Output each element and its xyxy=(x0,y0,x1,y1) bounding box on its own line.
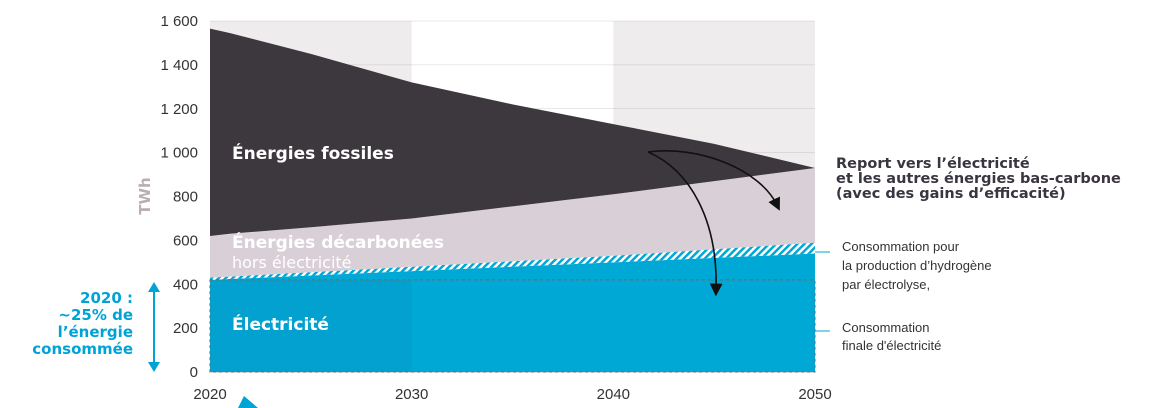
label-decarbonated-line2: hors électricité xyxy=(232,253,352,272)
share-2020-note-line: 2020 : xyxy=(80,289,133,307)
y-tick-label: 1 600 xyxy=(160,13,198,30)
y-axis-title: TWh xyxy=(136,177,154,214)
x-tick-label: 2020 xyxy=(193,386,226,403)
share-2020-note-line: consommée xyxy=(32,340,133,358)
x-tick-label: 2030 xyxy=(395,386,428,403)
report-annotation-line: et les autres énergies bas-carbone xyxy=(836,171,1121,187)
series-labels: Énergies fossiles Énergies décarbonéeshor… xyxy=(232,142,444,335)
share-2020-shade xyxy=(210,279,412,372)
hydrogen-annotation-line: Consommation pour xyxy=(842,239,960,254)
area-series-2 xyxy=(210,167,815,278)
share-2020-note-line: l’énergie xyxy=(58,323,133,341)
y-tick-label: 600 xyxy=(173,232,198,249)
y-tick-label: 0 xyxy=(190,364,198,381)
y-tick-label: 400 xyxy=(173,276,198,293)
area-series-0 xyxy=(210,253,815,372)
label-fossil: Énergies fossiles xyxy=(232,142,394,164)
y-tick-label: 1 400 xyxy=(160,57,198,74)
label-electricity: Électricité xyxy=(232,313,329,335)
report-annotation-line: Report vers l’électricité xyxy=(836,156,1030,172)
report-annotation-line: (avec des gains d’efficacité) xyxy=(836,186,1066,202)
y-tick-label: 1 000 xyxy=(160,145,198,162)
arrow-to-electricity xyxy=(647,151,723,297)
final-annotation-line: finale d'électricité xyxy=(842,338,941,353)
hydrogen-annotation-line: la production d’hydrogène xyxy=(842,258,992,273)
share-2020-bracket-bottom-icon xyxy=(148,362,160,372)
y-tick-label: 200 xyxy=(173,320,198,337)
share-2020-bracket-top-icon xyxy=(148,282,160,292)
label-decarbonated: Énergies décarbonées xyxy=(232,231,444,253)
area-series xyxy=(210,28,815,372)
y-tick-label: 1 200 xyxy=(160,101,198,118)
final-annotation-line: Consommation xyxy=(842,320,929,335)
overlays xyxy=(209,279,816,373)
share-2020-note-line: ~25% de xyxy=(58,306,133,324)
y-tick-label: 800 xyxy=(173,189,198,206)
axis-ticks: 0 200 400 600 800 1 000 1 200 1 400 1 600 2020 203… xyxy=(136,13,832,403)
pointer-icon xyxy=(238,396,258,408)
hydrogen-annotation-line: par électrolyse, xyxy=(842,277,930,292)
x-tick-label: 2040 xyxy=(597,386,630,403)
share-2020-outline xyxy=(209,279,816,373)
x-tick-label: 2050 xyxy=(798,386,831,403)
area-series-3 xyxy=(210,28,815,236)
arrow-to-decarbonated xyxy=(647,150,780,211)
hydrogen-hatched-area xyxy=(210,242,815,280)
